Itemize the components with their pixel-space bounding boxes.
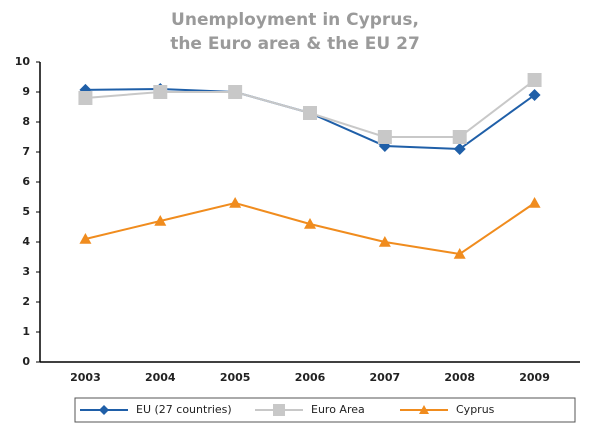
y-tick-label: 0 [22, 355, 30, 368]
x-tick-label: 2005 [220, 371, 251, 384]
data-point [303, 106, 317, 120]
x-tick-label: 2003 [70, 371, 101, 384]
data-point [453, 248, 466, 259]
data-point [304, 218, 316, 229]
y-tick-label: 10 [15, 55, 31, 68]
y-tick-label: 7 [22, 145, 30, 158]
y-tick-label: 1 [22, 325, 30, 338]
legend-box [74, 397, 576, 423]
chart-title: the Euro area & the EU 27 [170, 34, 420, 54]
data-point [78, 91, 93, 105]
data-point [377, 130, 392, 144]
data-point [228, 85, 243, 99]
legend-marker [273, 404, 285, 416]
legend-label: Euro Area [311, 403, 365, 416]
x-tick-label: 2004 [145, 371, 176, 384]
legend-marker [419, 405, 429, 414]
y-tick-label: 9 [22, 85, 30, 98]
y-tick-label: 5 [22, 205, 30, 218]
y-tick-label: 4 [22, 235, 30, 248]
y-tick-label: 2 [22, 295, 30, 308]
x-tick-label: 2009 [519, 371, 550, 384]
data-point [527, 73, 542, 87]
data-point [453, 143, 466, 155]
y-tick-label: 6 [22, 175, 30, 188]
data-point [378, 236, 391, 247]
data-point [154, 215, 167, 226]
data-point [452, 130, 467, 144]
x-tick-label: 2006 [295, 371, 326, 384]
x-tick-label: 2007 [370, 371, 401, 384]
chart-title: Unemployment in Cyprus, [171, 10, 419, 30]
legend-marker [99, 405, 109, 415]
y-tick-label: 3 [22, 265, 30, 278]
data-point [528, 197, 541, 208]
data-point [79, 233, 92, 244]
x-tick-label: 2008 [444, 371, 475, 384]
y-tick-label: 8 [22, 115, 30, 128]
data-point [153, 85, 168, 99]
legend-label: Cyprus [456, 403, 495, 416]
data-point [528, 89, 541, 101]
data-point [229, 197, 242, 208]
legend-label: EU (27 countries) [136, 403, 232, 416]
